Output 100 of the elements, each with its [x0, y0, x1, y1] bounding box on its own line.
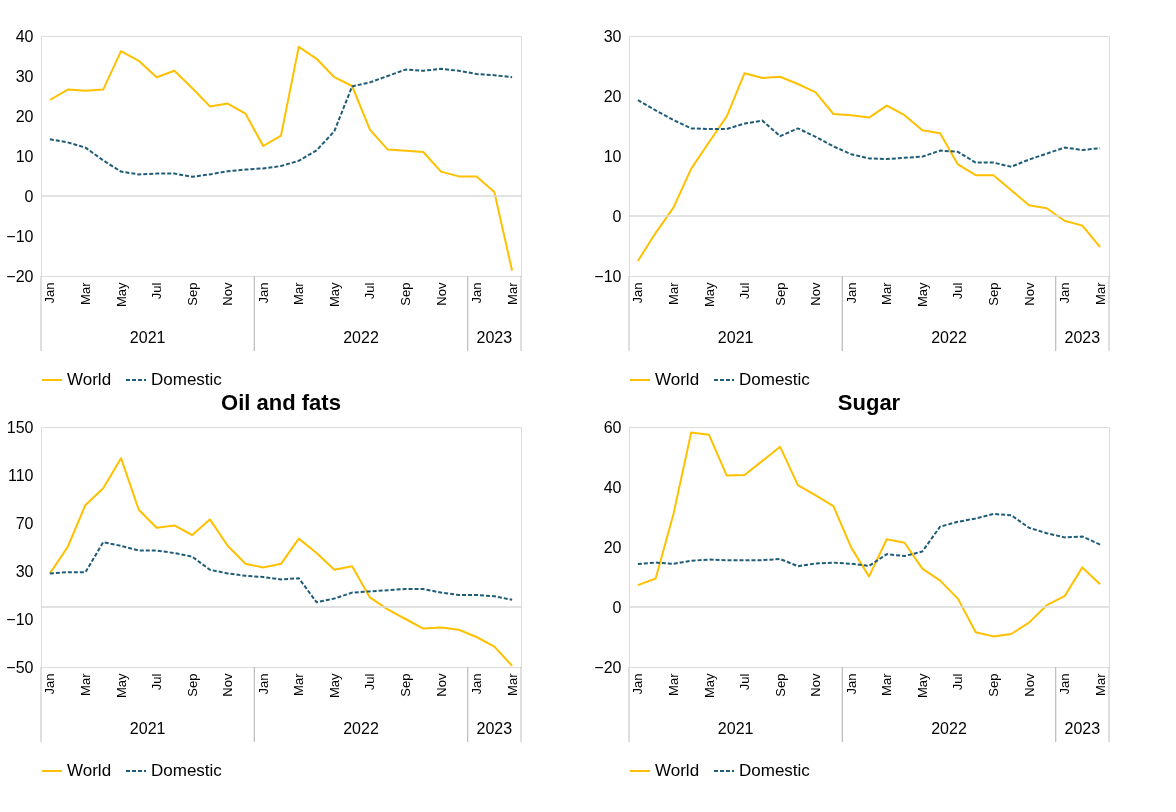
y-tick-label: 0 — [24, 187, 34, 205]
y-tick-label: 70 — [15, 514, 34, 532]
x-tick-label: Nov — [808, 673, 824, 697]
line-series — [636, 513, 1102, 568]
y-tick-label: 20 — [603, 87, 622, 105]
legend-label: World — [67, 761, 112, 780]
x-tick-label: Jul — [362, 282, 378, 300]
x-tick-label: Nov — [220, 282, 236, 306]
x-tick-label: Mar — [291, 672, 307, 696]
x-tick-label: Jul — [737, 282, 753, 300]
y-tick-label: 20 — [603, 538, 622, 556]
x-tick-label: Nov — [1021, 282, 1037, 306]
x-tick-label: Nov — [433, 673, 449, 697]
line-series — [48, 457, 514, 667]
x-tick-label: May — [701, 282, 717, 308]
y-tick-label: 30 — [603, 27, 622, 45]
legend-label: World — [655, 761, 700, 780]
line-series — [48, 67, 514, 178]
x-tick-label: May — [113, 673, 129, 699]
x-tick-label: Sep — [985, 282, 1001, 306]
x-tick-label: Mar — [665, 672, 681, 696]
y-tick-label: 0 — [612, 207, 622, 225]
x-tick-label: Jan — [1057, 673, 1073, 695]
y-tick-label: 40 — [603, 478, 622, 496]
y-tick-label: −10 — [6, 610, 34, 628]
x-tick-label: Jul — [149, 282, 165, 300]
x-tick-label: Jul — [950, 282, 966, 300]
x-tick-label: Jan — [843, 673, 859, 695]
x-tick-label: Jul — [950, 673, 966, 691]
x-tick-label: May — [914, 282, 930, 308]
y-tick-label: 20 — [15, 107, 34, 125]
y-tick-label: 10 — [603, 147, 622, 165]
x-tick-label: Jul — [737, 673, 753, 691]
x-tick-label: Nov — [1021, 673, 1037, 697]
text: 2021 — [129, 720, 166, 737]
x-tick-label: Mar — [77, 281, 93, 305]
y-tick-label: −20 — [594, 658, 622, 676]
y-tick-label: 30 — [15, 67, 34, 85]
x-tick-label: Sep — [772, 282, 788, 306]
x-tick-label: Jan — [42, 282, 58, 304]
x-tick-label: Mar — [665, 281, 681, 305]
line-series — [48, 541, 514, 604]
legend-label: Domestic — [739, 761, 811, 780]
legend-label: Domestic — [151, 761, 223, 780]
x-tick-label: Mar — [879, 672, 895, 696]
x-tick-label: Jan — [469, 673, 485, 695]
text: 2023 — [476, 720, 513, 737]
x-tick-label: Mar — [1092, 672, 1108, 696]
line-series — [636, 72, 1102, 262]
x-tick-label: May — [113, 282, 129, 308]
x-tick-label: Jan — [42, 673, 58, 695]
y-tick-label: 60 — [603, 418, 622, 436]
text: 2022 — [343, 329, 379, 346]
x-tick-label: Jul — [362, 673, 378, 691]
y-tick-label: −10 — [6, 227, 34, 245]
y-tick-label: 150 — [6, 418, 34, 436]
text: 2023 — [476, 329, 513, 346]
text: 2022 — [931, 720, 967, 737]
y-tick-label: 40 — [15, 27, 34, 45]
x-tick-label: Jan — [843, 282, 859, 304]
y-tick-label: −10 — [594, 267, 622, 285]
text: 2022 — [931, 329, 967, 346]
legend-label: Domestic — [739, 370, 811, 389]
y-tick-label: 30 — [15, 562, 34, 580]
text: 2021 — [717, 720, 754, 737]
x-tick-label: May — [701, 673, 717, 699]
x-tick-label: Sep — [397, 282, 413, 306]
chart-title: Sugar — [837, 390, 901, 415]
x-tick-label: May — [326, 673, 342, 699]
x-tick-label: Sep — [772, 673, 788, 697]
legend-label: Domestic — [151, 370, 223, 389]
x-tick-label: Jan — [255, 282, 271, 304]
x-tick-label: Sep — [184, 673, 200, 697]
x-tick-label: Jan — [630, 282, 646, 304]
x-tick-label: Nov — [808, 282, 824, 306]
x-tick-label: Nov — [433, 282, 449, 306]
legend-label: World — [655, 370, 700, 389]
x-tick-label: Mar — [291, 281, 307, 305]
line-series — [636, 431, 1102, 638]
x-tick-label: Jan — [1057, 282, 1073, 304]
x-tick-label: Jul — [149, 673, 165, 691]
x-tick-label: May — [326, 282, 342, 308]
x-tick-label: Jan — [469, 282, 485, 304]
line-series — [48, 45, 514, 272]
x-tick-label: Sep — [397, 673, 413, 697]
x-tick-label: Mar — [1092, 281, 1108, 305]
x-tick-label: Mar — [504, 281, 520, 305]
text: 2023 — [1064, 329, 1101, 346]
x-tick-label: Mar — [504, 672, 520, 696]
x-tick-label: Sep — [184, 282, 200, 306]
y-tick-label: −20 — [6, 267, 34, 285]
x-tick-label: Mar — [77, 672, 93, 696]
y-tick-label: −50 — [6, 658, 34, 676]
legend-label: World — [67, 370, 112, 389]
y-tick-label: 10 — [15, 147, 34, 165]
x-tick-label: Sep — [985, 673, 1001, 697]
text: 2022 — [343, 720, 379, 737]
x-tick-label: Mar — [879, 281, 895, 305]
x-tick-label: Jan — [630, 673, 646, 695]
text: 2021 — [129, 329, 166, 346]
